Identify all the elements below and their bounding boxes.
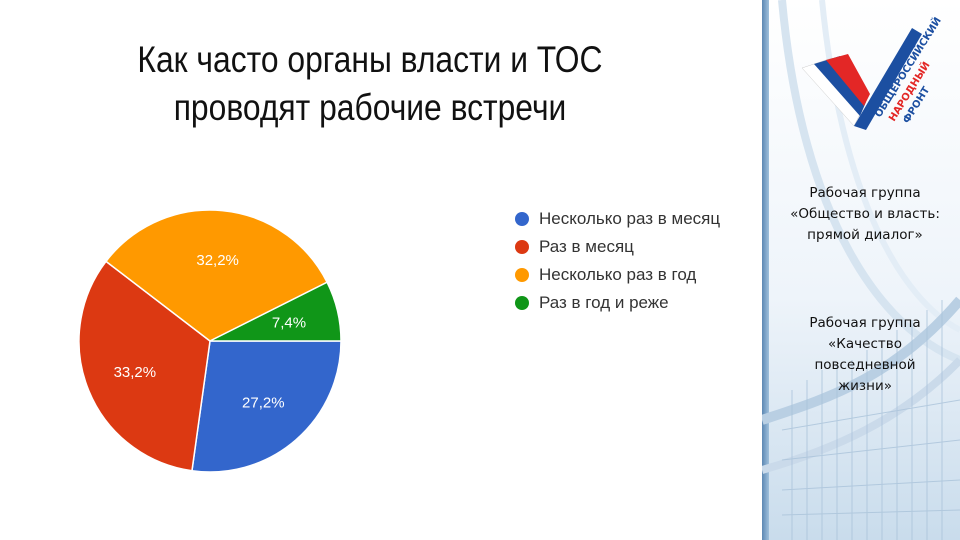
- working-group-1: Рабочая группа «Общество и власть: прямо…: [790, 183, 940, 246]
- legend-label: Несколько раз в год: [539, 265, 697, 284]
- chart-legend: Несколько раз в месяц Раз в месяц Нескол…: [515, 205, 720, 317]
- working-group-2-name: «Качество повседневной жизни»: [814, 336, 916, 394]
- pie-chart: 27,2% 33,2% 32,2% 7,4%: [78, 209, 342, 473]
- pie-data-labels: 27,2% 33,2% 32,2% 7,4%: [114, 252, 307, 411]
- title-line-2: проводят рабочие встречи: [173, 87, 567, 128]
- legend-item[interactable]: Раз в год и реже: [515, 289, 720, 317]
- legend-label: Раз в месяц: [539, 237, 634, 256]
- working-group-1-name: «Общество и власть: прямой диалог»: [790, 206, 940, 243]
- legend-item[interactable]: Несколько раз в месяц: [515, 205, 720, 233]
- legend-label: Раз в год и реже: [539, 293, 669, 312]
- legend-item[interactable]: Раз в месяц: [515, 233, 720, 261]
- legend-marker: [515, 268, 529, 282]
- working-group-2-label: Рабочая группа: [809, 315, 921, 331]
- legend-item[interactable]: Несколько раз в год: [515, 261, 720, 289]
- pie-data-label: 7,4%: [272, 314, 306, 331]
- working-group-2: Рабочая группа «Качество повседневной жи…: [790, 313, 940, 397]
- legend-label: Несколько раз в месяц: [539, 209, 721, 228]
- pie-data-label: 33,2%: [114, 364, 157, 381]
- legend-marker: [515, 212, 529, 226]
- pie-slice[interactable]: [209, 281, 342, 342]
- pie-data-label: 27,2%: [242, 394, 285, 411]
- title-line-1: Как часто органы власти и ТОС: [137, 39, 603, 80]
- pie-slice[interactable]: [78, 260, 211, 472]
- decorative-side-panel: ОБЩЕРОССИЙСКИЙ НАРОДНЫЙ ФРОНТ: [762, 0, 960, 540]
- legend-marker: [515, 240, 529, 254]
- slide-title: Как часто органы власти и ТОС проводят р…: [86, 36, 654, 132]
- working-group-1-label: Рабочая группа: [809, 185, 921, 201]
- pie-data-label: 32,2%: [196, 252, 239, 269]
- pie-slice[interactable]: [104, 209, 329, 342]
- pie-slice[interactable]: [191, 340, 342, 473]
- legend-marker: [515, 296, 529, 310]
- pie-slices: [78, 209, 342, 473]
